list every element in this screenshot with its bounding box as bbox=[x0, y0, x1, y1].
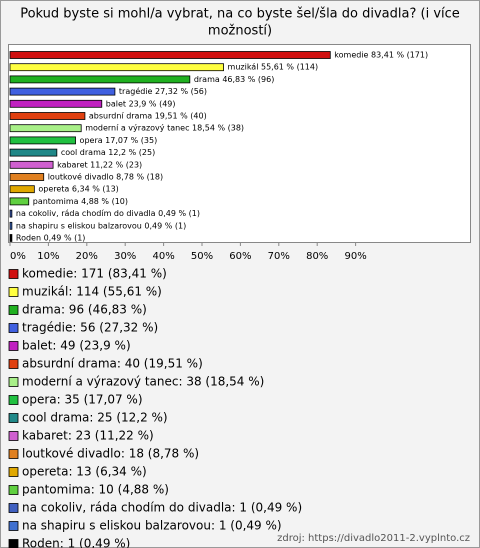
value-label: balet 23,9 % (49) bbox=[106, 99, 176, 108]
x-tick-label: 90% bbox=[344, 251, 366, 262]
bar bbox=[9, 234, 13, 242]
bar bbox=[9, 75, 191, 84]
x-tick-label: 50% bbox=[191, 251, 213, 262]
legend-label: muzikál: 114 (55,61 %) bbox=[22, 285, 162, 299]
value-label: moderní a výrazový tanec 18,54 % (38) bbox=[85, 124, 244, 133]
legend-label: balet: 49 (23,9 %) bbox=[22, 339, 131, 353]
value-label: cool drama 12,2 % (25) bbox=[61, 148, 155, 157]
value-label: tragédie 27,32 % (56) bbox=[119, 86, 207, 96]
value-label: kabaret 11,22 % (23) bbox=[57, 160, 142, 169]
bar bbox=[9, 124, 82, 133]
legend-swatch bbox=[8, 539, 19, 548]
legend-swatch bbox=[8, 359, 19, 369]
value-label: komedie 83,41 % (171) bbox=[334, 51, 428, 60]
legend-swatch bbox=[8, 503, 19, 513]
x-tick-label: 80% bbox=[306, 251, 328, 262]
legend-swatch bbox=[8, 269, 19, 279]
value-label: na shapiru s eliskou balzarovou 0,49 % (… bbox=[16, 221, 186, 230]
legend-label: loutkové divadlo: 18 (8,78 %) bbox=[22, 447, 199, 461]
value-label: drama 46,83 % (96) bbox=[194, 75, 275, 84]
x-tick-label: 30% bbox=[114, 251, 136, 262]
bar bbox=[9, 209, 13, 218]
value-label: muzikál 55,61 % (114) bbox=[228, 63, 319, 72]
source: zdroj: https://divadlo2011-2.vyplnto.cz bbox=[277, 533, 470, 544]
legend-label: na cokoliv, ráda chodím do divadla: 1 (0… bbox=[22, 501, 302, 515]
legend-label: pantomima: 10 (4,88 %) bbox=[22, 483, 169, 497]
bar bbox=[9, 148, 58, 157]
value-label: loutkové divadlo 8,78 % (18) bbox=[48, 172, 163, 182]
bar bbox=[9, 185, 35, 194]
legend-swatch bbox=[8, 377, 19, 387]
value-label: opereta 6,34 % (13) bbox=[38, 185, 118, 194]
x-tick-label: 0% bbox=[10, 251, 26, 262]
value-label: Roden 0,49 % (1) bbox=[16, 234, 86, 243]
legend-label: opereta: 13 (6,34 %) bbox=[22, 465, 147, 479]
bar bbox=[9, 63, 224, 72]
chart-title: možností) bbox=[208, 24, 272, 39]
x-tick-label: 20% bbox=[76, 251, 98, 262]
legend-label: opera: 35 (17,07 %) bbox=[22, 393, 143, 407]
value-label: na cokoliv, ráda chodím do divadla 0,49 … bbox=[16, 209, 200, 218]
legend-label: Roden: 1 (0,49 %) bbox=[22, 537, 130, 548]
legend-swatch bbox=[8, 395, 19, 405]
legend-swatch bbox=[8, 449, 19, 459]
legend-swatch bbox=[8, 287, 19, 297]
legend-label: moderní a výrazový tanec: 38 (18,54 %) bbox=[22, 375, 264, 389]
value-label: absurdní drama 19,51 % (40) bbox=[89, 112, 207, 121]
value-label: opera 17,07 % (35) bbox=[80, 136, 158, 145]
legend-swatch bbox=[8, 521, 19, 531]
legend-label: kabaret: 23 (11,22 %) bbox=[22, 429, 154, 443]
legend-label: na shapiru s eliskou balzarovou: 1 (0,49… bbox=[22, 519, 282, 533]
x-tick-label: 40% bbox=[152, 251, 174, 262]
legend-label: drama: 96 (46,83 %) bbox=[22, 303, 147, 317]
bar bbox=[9, 197, 30, 206]
legend-swatch bbox=[8, 305, 19, 315]
legend-swatch bbox=[8, 467, 19, 477]
x-tick-label: 60% bbox=[229, 251, 251, 262]
bar bbox=[9, 87, 116, 96]
bar bbox=[9, 221, 13, 230]
chart-title: Pokud byste si mohl/a vybrat, na co byst… bbox=[20, 7, 460, 22]
legend-swatch bbox=[8, 323, 19, 333]
value-label: pantomima 4,88 % (10) bbox=[33, 197, 128, 206]
legend-label: cool drama: 25 (12,2 %) bbox=[22, 411, 168, 425]
bar bbox=[9, 99, 103, 108]
legend-swatch bbox=[8, 431, 19, 441]
legend-swatch bbox=[8, 341, 19, 351]
legend-swatch bbox=[8, 413, 19, 423]
legend-label: absurdní drama: 40 (19,51 %) bbox=[22, 357, 203, 371]
bar bbox=[9, 112, 86, 120]
legend-label: tragédie: 56 (27,32 %) bbox=[22, 321, 158, 335]
bar bbox=[9, 51, 331, 59]
bar bbox=[9, 160, 54, 169]
bar bbox=[9, 136, 76, 145]
legend-swatch bbox=[8, 485, 19, 495]
legend-label: komedie: 171 (83,41 %) bbox=[22, 267, 167, 281]
x-tick-label: 10% bbox=[37, 251, 59, 262]
x-tick-label: 70% bbox=[268, 251, 290, 262]
bar bbox=[9, 173, 45, 181]
